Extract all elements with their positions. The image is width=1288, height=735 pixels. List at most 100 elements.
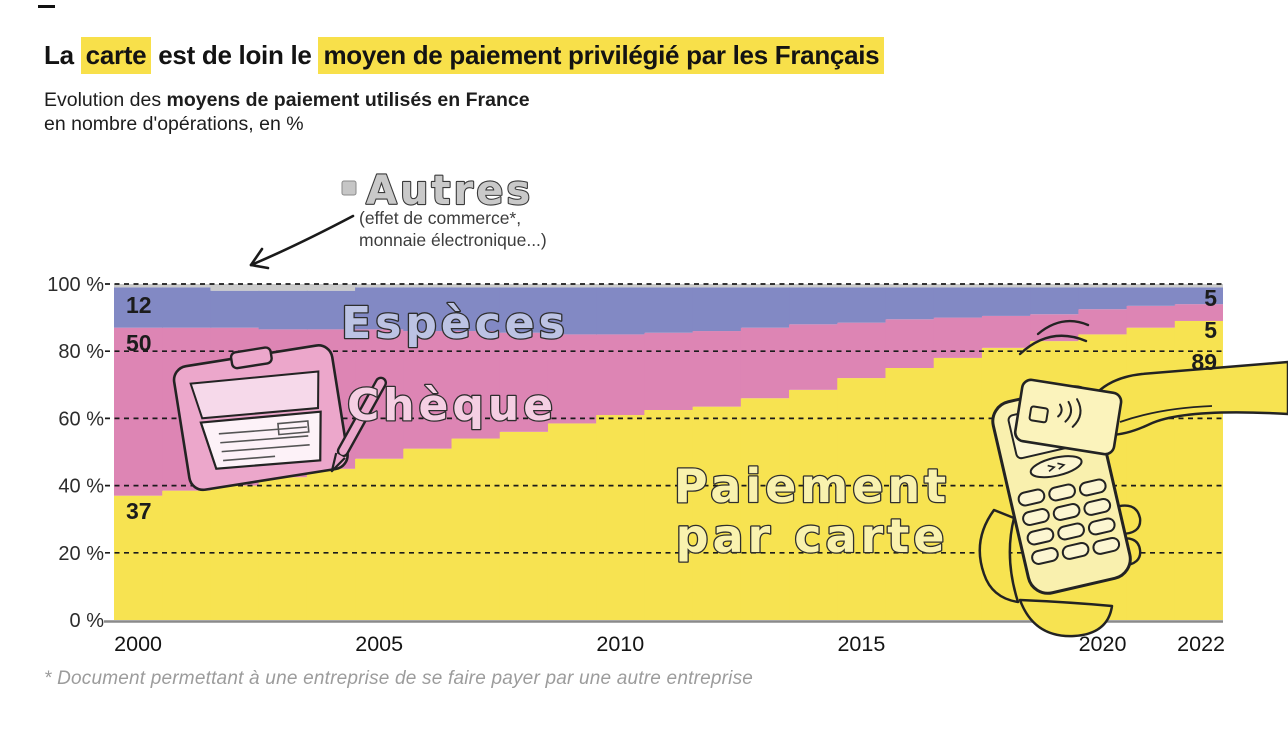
- bar-segment: [789, 284, 839, 288]
- y-tick-label: 20 %: [58, 543, 104, 565]
- bar-segment: [114, 287, 164, 328]
- bar-segment: [547, 287, 597, 335]
- bar-segment: [499, 287, 549, 333]
- bar-segment: [547, 284, 597, 288]
- bar-segment: [1174, 284, 1223, 288]
- bar-segment: [403, 284, 453, 288]
- chequebook-illustration: [172, 344, 388, 492]
- bar-segment: [210, 284, 260, 291]
- value-label-especes-2000: 12: [126, 292, 152, 318]
- bar-segment: [547, 334, 597, 424]
- bar-segment: [1030, 287, 1080, 315]
- bar-segment: [885, 287, 935, 320]
- bar-segment: [162, 284, 212, 288]
- bar-segment: [837, 284, 887, 288]
- bar-segment: [355, 458, 405, 620]
- bar-segment: [403, 448, 453, 620]
- bar-segment: [306, 284, 356, 291]
- autres-arrow: [249, 214, 355, 270]
- subtitle-bold: moyens de paiement utilisés en France: [166, 89, 530, 111]
- bar-segment: [740, 327, 790, 399]
- footnote: * Document permettant à une entreprise d…: [44, 668, 754, 689]
- value-label-carte-2022: 89: [1191, 349, 1217, 375]
- bar-segment: [1126, 287, 1176, 306]
- y-tick-label: 0 %: [70, 610, 105, 632]
- bar-segment: [692, 406, 742, 620]
- band-label-carte-line2: par carte: [676, 509, 949, 563]
- bar-segment: [1174, 304, 1223, 321]
- band-label-cheque: Chèque: [347, 380, 557, 431]
- bar-segment: [837, 287, 887, 323]
- bar-segment: [885, 368, 935, 620]
- x-tick-label: 2000: [114, 632, 162, 656]
- bar-segment: [692, 284, 742, 288]
- bar-segment: [885, 319, 935, 368]
- value-label-cheque-2000: 50: [126, 330, 152, 356]
- title-text: La: [44, 40, 81, 70]
- bar-segment: [114, 495, 164, 620]
- bar-segment: [355, 284, 405, 288]
- x-tick-label: 2005: [355, 632, 403, 656]
- bar-segment: [933, 357, 983, 620]
- top-left-tick: [38, 5, 55, 8]
- bar-segment: [981, 315, 1031, 348]
- bar-segment: [644, 287, 694, 333]
- x-tick-label: 2010: [596, 632, 644, 656]
- bar-segment: [740, 398, 790, 620]
- bar-segment: [451, 287, 501, 332]
- value-label-especes-2022: 5: [1204, 285, 1217, 311]
- autres-label: Autres: [366, 168, 533, 214]
- bar-segment: [258, 477, 308, 620]
- bar-segment: [1126, 305, 1176, 328]
- bar-segment: [596, 334, 646, 416]
- chart-subtitle: Evolution des moyens de paiement utilisé…: [44, 88, 530, 136]
- bar-segment: [644, 332, 694, 410]
- bar-segment: [258, 290, 308, 330]
- bar-segment: [403, 287, 453, 332]
- subtitle-line1: Evolution des moyens de paiement utilisé…: [44, 88, 530, 112]
- x-tick-label: 2015: [837, 632, 885, 656]
- bar-segment: [933, 284, 983, 288]
- bar-segment: [885, 284, 935, 288]
- bar-segment: [644, 410, 694, 620]
- bar-segment: [451, 331, 501, 439]
- title-text: est de loin le: [151, 40, 319, 70]
- bar-segment: [789, 287, 839, 325]
- page-title: La carte est de loin le moyen de paiemen…: [44, 37, 885, 74]
- autres-note: (effet de commerce*, monnaie électronique…: [359, 207, 547, 251]
- y-tick-label: 80 %: [58, 341, 104, 363]
- bar-segment: [981, 287, 1031, 316]
- autres-note-line: (effet de commerce*,: [359, 208, 522, 228]
- bar-segment: [258, 284, 308, 291]
- subtitle-prefix: Evolution des: [44, 89, 167, 111]
- bar-segment: [789, 389, 839, 620]
- band-label-carte-line1: Paiement: [674, 459, 950, 513]
- x-tick-label: 2022: [1177, 632, 1225, 656]
- bar-segment: [933, 287, 983, 318]
- bar-segment: [596, 284, 646, 288]
- bar-segment: [114, 327, 164, 496]
- bar-segment: [547, 423, 597, 620]
- subtitle-line2: en nombre d'opérations, en %: [44, 113, 304, 135]
- bar-segment: [596, 415, 646, 620]
- bar-segment: [740, 287, 790, 328]
- bar-segment: [644, 284, 694, 288]
- bar-segment: [210, 290, 260, 328]
- bar-segment: [1078, 309, 1128, 335]
- bar-segment: [451, 284, 501, 288]
- bar-segment: [789, 324, 839, 390]
- bar-segment: [740, 284, 790, 288]
- bar-segment: [1078, 284, 1128, 288]
- bar-segment: [451, 438, 501, 620]
- bar-segment: [306, 468, 356, 620]
- bar-segment: [355, 287, 405, 330]
- y-tick-label: 100 %: [47, 274, 104, 296]
- autres-swatch: [341, 180, 357, 196]
- bar-segment: [1174, 287, 1223, 305]
- bar-segment: [692, 331, 742, 407]
- contactless-card: [1013, 378, 1123, 456]
- bar-segment: [162, 287, 212, 328]
- bar-segment: [1126, 284, 1176, 288]
